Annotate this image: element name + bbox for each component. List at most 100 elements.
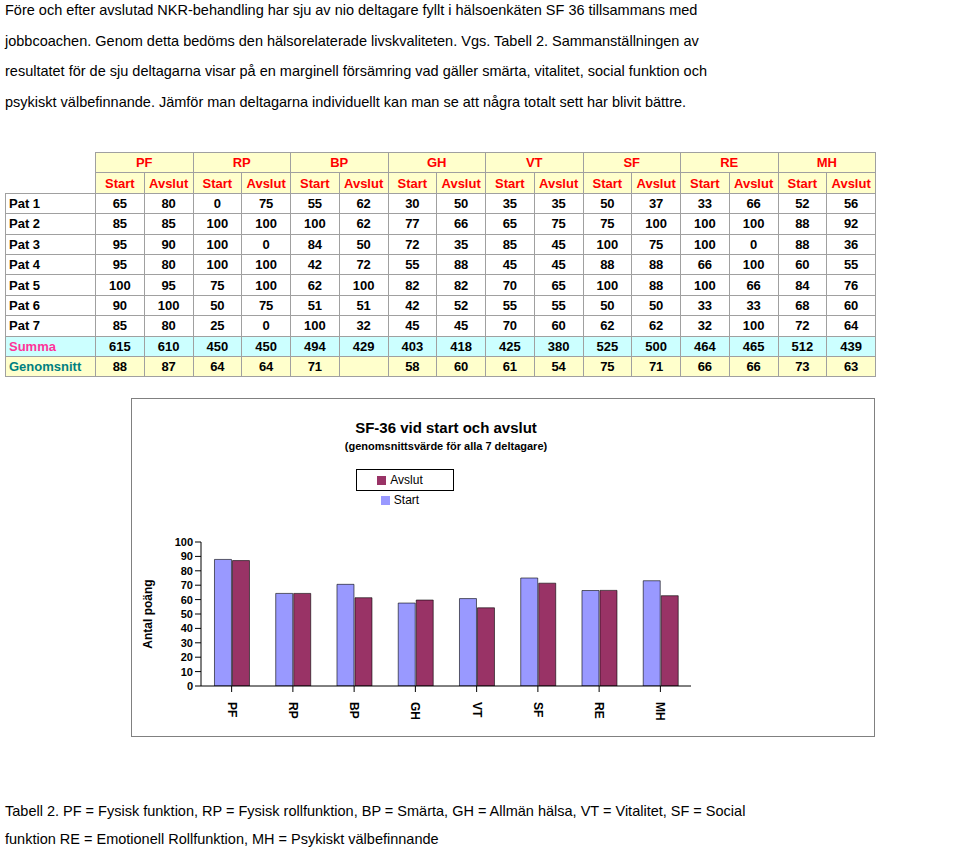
html-text:100: 100 [304,216,326,232]
html-text:52: 52 [453,297,469,313]
svg-text:20: 20 [181,651,193,663]
svg-text:60: 60 [181,594,193,606]
html-text:Pat 5: Pat 5 [9,277,41,293]
html-text:VT: VT [525,155,543,171]
html-text:GH: GH [427,155,447,171]
html-text:100: 100 [206,236,229,252]
html-text:82: 82 [453,277,469,293]
html-text:88: 88 [648,257,664,273]
html-text:Avslut: Avslut [344,175,384,191]
svg-text:RE: RE [592,702,606,719]
html-text:SF: SF [623,155,641,171]
html-text:Avslut: Avslut [831,175,871,191]
html-text:100: 100 [596,277,619,293]
html-text:100: 100 [206,257,229,273]
html-text:Avslut: Avslut [539,175,579,191]
html-text:Start: Start [105,175,135,191]
html-text:Pat 3: Pat 3 [9,236,41,252]
html-text:100: 100 [109,277,131,293]
svg-text:GH: GH [408,702,422,720]
html-text:66: 66 [697,257,713,273]
html-text:51: 51 [307,297,323,313]
html-text:Start: Start [690,175,720,191]
html-text:Start: Start [300,175,330,191]
svg-text:10: 10 [181,666,193,678]
html-text:100: 100 [742,257,765,273]
html-text:100: 100 [596,236,619,252]
html-text:36: 36 [843,236,859,252]
html-text:100: 100 [255,257,277,273]
html-text:RE: RE [720,155,739,171]
html-text:resultatet för de sju deltagar: resultatet för de sju deltagarna visar p… [5,63,707,79]
html-text:Före och efter avslutad NKR-be: Före och efter avslutad NKR-behandling h… [5,2,698,18]
html-text:100: 100 [352,277,375,293]
html-text:55: 55 [843,257,859,273]
html-text:Start: Start [202,175,233,191]
html-text:88: 88 [453,257,469,273]
html-text:psykiskt välbefinnande. Jämför: psykiskt välbefinnande. Jämför man delta… [5,93,687,110]
html-text:84: 84 [307,236,323,252]
html-text:70: 70 [502,277,518,293]
html-text:Pat 2: Pat 2 [9,216,41,232]
html-text:42: 42 [307,257,323,273]
html-text:jobbcoachen. Genom detta bedöm: jobbcoachen. Genom detta bedöms den häls… [5,32,699,49]
html-text:RP: RP [232,155,251,171]
svg-text:RP: RP [286,702,300,719]
svg-text:MH: MH [653,702,667,721]
html-text:95: 95 [112,257,128,273]
html-text:Avslut: Avslut [149,175,189,191]
html-text:95: 95 [112,236,128,252]
html-text:45: 45 [502,257,518,273]
svg-text:PF: PF [225,702,239,717]
html-text:100: 100 [694,236,716,252]
svg-text:100: 100 [175,536,193,548]
html-text:100: 100 [742,216,765,232]
html-text:88: 88 [648,277,664,293]
html-text:35: 35 [453,236,469,252]
html-text:Start: Start [787,175,818,191]
html-text:Avslut: Avslut [636,175,676,191]
html-text:100: 100 [694,277,716,293]
html-text:92: 92 [843,216,859,232]
svg-text:70: 70 [181,579,193,591]
html-text:PF: PF [135,155,153,171]
html-text:85: 85 [112,216,128,232]
html-text:62: 62 [307,277,323,293]
html-text:Avslut: Avslut [441,175,481,191]
html-text:MH: MH [816,155,837,171]
svg-text:90: 90 [181,550,193,562]
html-text:100: 100 [157,297,180,313]
html-text:100: 100 [694,216,716,232]
svg-text:0: 0 [187,680,193,692]
svg-text:40: 40 [181,622,193,634]
svg-text:BP: BP [347,702,361,719]
html-text:Start: Start [397,175,428,191]
svg-text:30: 30 [181,637,193,649]
html-text:75: 75 [648,236,664,252]
html-text:76: 76 [843,277,859,293]
html-text:BP: BP [330,155,349,171]
svg-text:VT: VT [470,702,484,718]
html-text:Pat 4: Pat 4 [9,257,41,273]
html-text:50: 50 [648,297,664,313]
html-text:100: 100 [645,216,667,232]
html-text:65: 65 [502,216,518,232]
html-text:Start: Start [495,175,525,191]
html-text:100: 100 [206,216,229,232]
svg-text:50: 50 [181,608,193,620]
html-text:Start: Start [592,175,623,191]
svg-text:80: 80 [181,565,193,577]
svg-text:SF: SF [531,702,545,717]
html-text:100: 100 [255,277,277,293]
html-text:100: 100 [255,216,277,232]
svg-text:Antal poäng: Antal poäng [141,579,155,648]
html-text:55: 55 [502,297,518,313]
html-text:Avslut: Avslut [734,175,774,191]
html-text:Pat 6: Pat 6 [9,297,41,313]
html-text:66: 66 [453,216,469,232]
html-text:85: 85 [502,236,518,252]
html-text:SF-36 vid start och avslut: SF-36 vid start och avslut [355,419,537,436]
html-text:90: 90 [112,297,128,313]
html-text:75: 75 [258,297,274,313]
html-text:Avslut: Avslut [246,175,286,191]
